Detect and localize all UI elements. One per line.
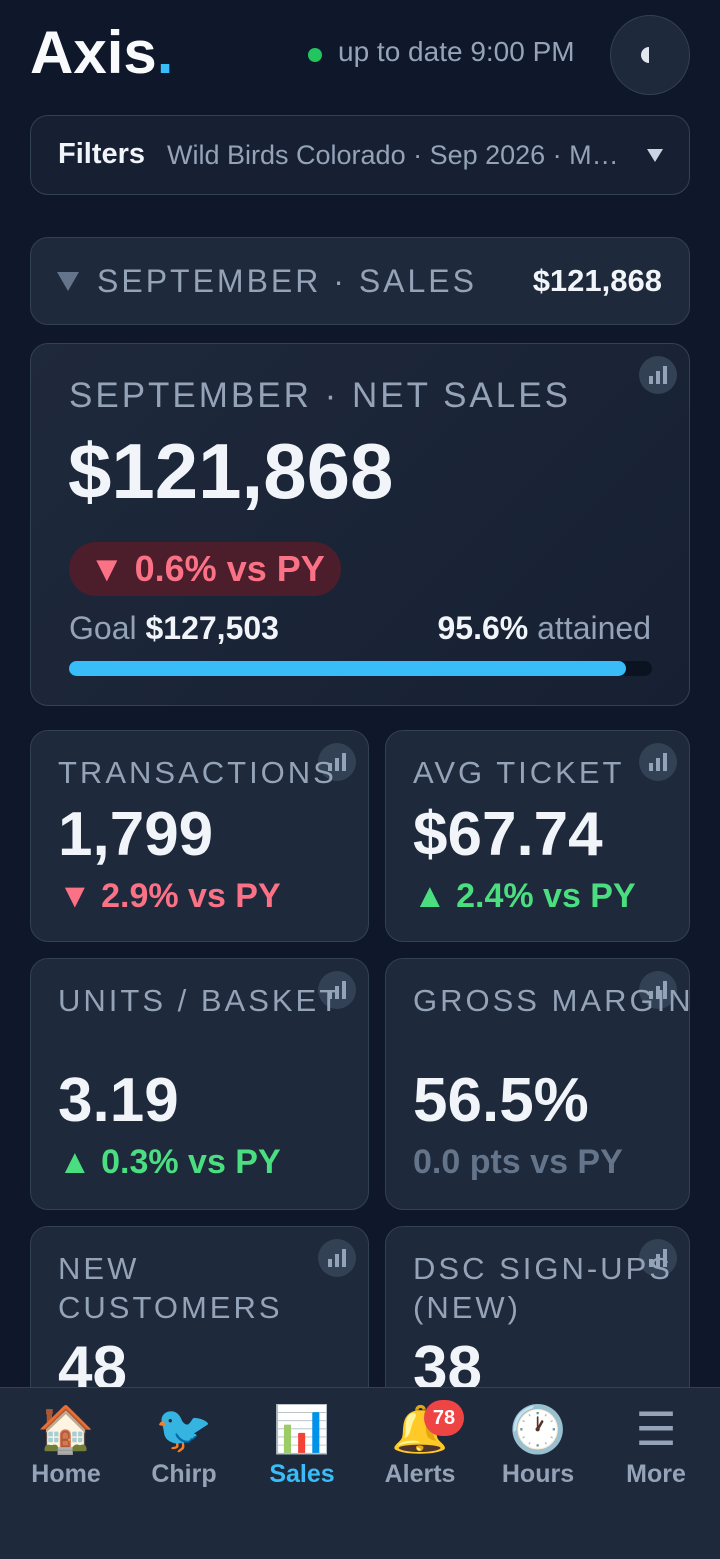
kpi-delta: 0.0 pts vs PY: [413, 1143, 623, 1181]
kpi-label: UNITS / BASKET: [58, 983, 342, 1018]
kpi-label: AVG TICKET: [413, 755, 625, 790]
nav-icon: 🔔: [391, 1402, 449, 1456]
goal-value: $127,503: [145, 610, 279, 646]
status-dot: [308, 48, 322, 62]
goal-label: Goal: [69, 610, 137, 646]
goal: Goal $127,503: [69, 610, 279, 647]
hero-label: SEPTEMBER · NET SALES: [69, 376, 571, 415]
nav-icon: 🐦: [155, 1402, 213, 1456]
chart-icon: [639, 971, 677, 1009]
badge: 78: [424, 1400, 464, 1436]
kpi-value: 3.19: [58, 1066, 179, 1135]
kpi-card: AVG TICKET $67.74 ▲ 2.4% vs PY: [385, 730, 690, 942]
status: up to date 9:00 PM: [338, 36, 575, 67]
filters-summary: Wild Birds Colorado · Sep 2026 · M…: [167, 140, 619, 170]
nav-item[interactable]: 🐦 Chirp: [124, 1400, 244, 1489]
kpi-label: GROSS MARGIN: [413, 983, 690, 1018]
filters-label: Filters: [58, 138, 146, 170]
nav-label: Sales: [269, 1460, 335, 1488]
nav-icon: 🕐: [509, 1402, 567, 1456]
kpi-value: 56.5%: [413, 1066, 589, 1135]
brand: Axis.: [30, 18, 173, 87]
kpi-value: $67.74: [413, 800, 603, 869]
kpi-label: DSC SIGN-UPS (NEW): [413, 1251, 673, 1325]
hero-card: SEPTEMBER · NET SALES $121,868 ▼ 0.6% vs…: [30, 343, 690, 706]
brand-text: Axis: [30, 19, 157, 86]
nav-icon: 🏠: [37, 1402, 95, 1456]
progress-track: [69, 661, 652, 676]
chart-icon: [318, 743, 356, 781]
nav-label: Home: [31, 1460, 101, 1488]
kpi-delta: ▲ 0.3% vs PY: [58, 1143, 281, 1181]
kpi-delta: ▲ 2.4% vs PY: [413, 877, 636, 915]
nav-label: Alerts: [384, 1460, 456, 1488]
chevron: [647, 149, 663, 162]
nav-icon: 📊: [273, 1402, 331, 1456]
theme-toggle[interactable]: [610, 15, 690, 95]
chart-icon: [639, 356, 677, 394]
theme-icon: [641, 47, 649, 63]
nav-icon: ☰: [635, 1402, 677, 1456]
chart-icon: [639, 1239, 677, 1277]
filters[interactable]: Filters Wild Birds Colorado · Sep 2026 ·…: [30, 115, 690, 195]
nav-item[interactable]: 🕐 Hours: [478, 1400, 598, 1489]
nav-item[interactable]: 📊 Sales: [242, 1400, 362, 1489]
kpi-card: TRANSACTIONS 1,799 ▼ 2.9% vs PY: [30, 730, 369, 942]
kpi-label: TRANSACTIONS: [58, 755, 337, 790]
kpi-card: UNITS / BASKET 3.19 ▲ 0.3% vs PY: [30, 958, 369, 1210]
kpi-label: NEW CUSTOMERS: [58, 1251, 283, 1325]
attained-text: attained: [537, 610, 651, 646]
chart-icon: [639, 743, 677, 781]
kpi-value: 1,799: [58, 800, 214, 869]
attained: 95.6% attained: [438, 610, 652, 647]
nav-item[interactable]: ☰ More: [596, 1400, 716, 1489]
attained-value: 95.6%: [437, 610, 529, 646]
progress-fill: [69, 661, 627, 676]
nav-label: Chirp: [151, 1460, 217, 1488]
nav-item[interactable]: 🔔 Alerts 78: [360, 1400, 480, 1489]
kpi-delta: ▼ 2.9% vs PY: [58, 877, 281, 915]
nav-label: Hours: [501, 1460, 575, 1488]
nav-label: More: [626, 1460, 686, 1488]
brand-dot: .: [156, 19, 174, 86]
bottom-nav: 🏠 Home 🐦 Chirp 📊 Sales 🔔 Alerts 78 🕐 Hours ☰ More: [0, 1387, 720, 1559]
hero-value: $121,868: [68, 427, 394, 515]
collapse-icon: [57, 272, 79, 291]
section-title: SEPTEMBER · SALES: [97, 263, 477, 299]
section-total: $121,868: [532, 263, 662, 298]
chart-icon: [318, 1239, 356, 1277]
chart-icon: [318, 971, 356, 1009]
section-header[interactable]: SEPTEMBER · SALES $121,868: [30, 237, 690, 325]
hero-delta: ▼ 0.6% vs PY: [69, 542, 341, 596]
nav-item[interactable]: 🏠 Home: [6, 1400, 126, 1489]
kpi-card: GROSS MARGIN 56.5% 0.0 pts vs PY: [385, 958, 690, 1210]
